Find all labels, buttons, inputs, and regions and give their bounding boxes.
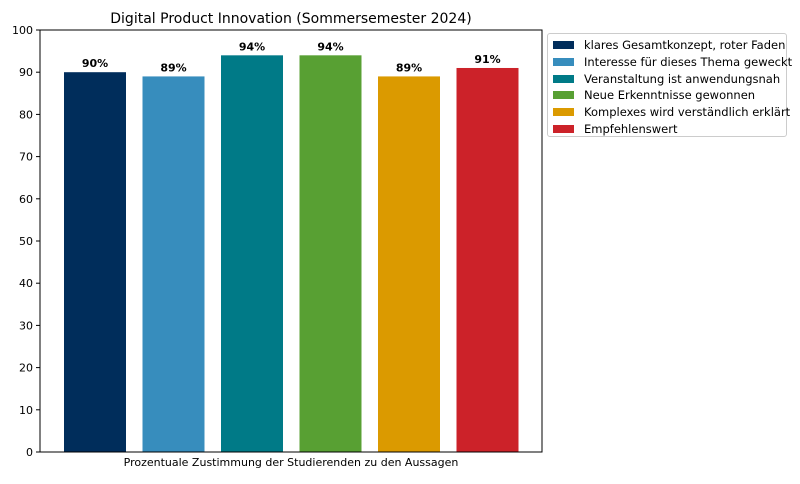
y-tick-label: 20 <box>19 362 33 375</box>
legend-swatch <box>553 91 574 100</box>
bar-3 <box>221 55 283 452</box>
legend-swatch <box>553 108 574 117</box>
legend-swatch <box>553 41 574 49</box>
legend-swatch <box>553 57 574 66</box>
legend-swatch <box>553 125 574 133</box>
legend-item: Neue Erkenntnisse gewonnen <box>553 87 755 103</box>
bar-5 <box>378 76 440 453</box>
y-tick-label: 40 <box>19 277 33 290</box>
bar-value-label: 94% <box>239 40 265 53</box>
legend-item: Interesse für dieses Thema geweckt <box>553 54 792 70</box>
bars-group <box>64 55 519 453</box>
bar-4 <box>299 55 362 452</box>
legend-label: Empfehlenswert <box>584 122 678 136</box>
legend-item: Komplexes wird verständlich erklärt <box>553 104 790 120</box>
legend-label: Interesse für dieses Thema geweckt <box>584 54 793 69</box>
legend-item: Empfehlenswert <box>553 121 677 137</box>
legend: klares Gesamtkonzept, roter Faden Interes… <box>547 33 792 137</box>
legend-label: klares Gesamtkonzept, roter Faden <box>584 38 786 52</box>
legend-swatch <box>553 74 574 83</box>
y-tick-label: 70 <box>19 151 33 164</box>
value-labels-group: 90% 89% 94% 94% 89% 91% <box>82 40 501 74</box>
y-tick-label: 50 <box>19 235 33 248</box>
bar-value-label: 91% <box>474 53 500 66</box>
bar-value-label: 90% <box>82 57 108 70</box>
y-tick-label: 30 <box>19 319 33 332</box>
y-axis: 0 10 20 30 40 50 60 70 80 90 100 <box>12 24 40 459</box>
bar-value-label: 89% <box>160 61 186 74</box>
plot-frame <box>39 29 543 453</box>
legend-item: klares Gesamtkonzept, roter Faden <box>553 37 785 53</box>
legend-label: Veranstaltung ist anwendungsnah <box>584 71 781 86</box>
y-tick-label: 60 <box>19 193 33 206</box>
bar-value-label: 94% <box>317 40 343 53</box>
y-tick-label: 90 <box>19 66 33 79</box>
bar-value-label: 89% <box>396 61 422 74</box>
legend-label: Neue Erkenntnisse gewonnen <box>584 88 756 103</box>
bar-6 <box>456 67 519 452</box>
y-tick-label: 10 <box>19 404 33 417</box>
bar-1 <box>64 72 126 452</box>
legend-item: Veranstaltung ist anwendungsnah <box>553 71 780 87</box>
bar-2 <box>142 76 205 453</box>
y-tick-label: 80 <box>19 108 33 121</box>
chart-title: Digital Product Innovation (Sommersemest… <box>110 11 471 27</box>
legend-label: Komplexes wird verständlich erklärt <box>584 105 791 120</box>
y-tick-label: 100 <box>12 24 33 37</box>
y-tick-label: 0 <box>26 446 33 459</box>
x-axis-label: Prozentuale Zustimmung der Studierenden … <box>124 456 459 469</box>
